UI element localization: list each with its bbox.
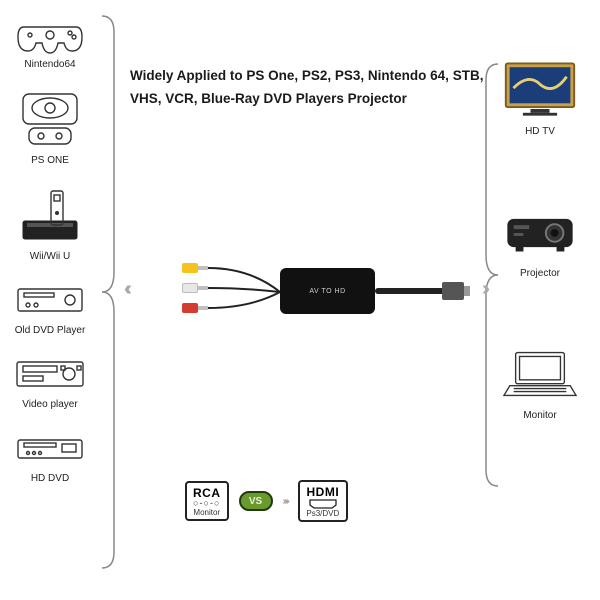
device-label: HD DVD	[10, 474, 90, 484]
controller-icon	[12, 10, 88, 58]
headline-text: Widely Applied to PS One, PS2, PS3, Nint…	[130, 65, 500, 111]
output-devices-column: HD TV Projector Monito	[500, 55, 590, 435]
device-video-player: Video player	[10, 350, 90, 410]
device-nintendo64: Nintendo64	[10, 10, 90, 70]
flow-chevron-left-icon: ›››	[130, 278, 132, 301]
device-hd-dvd: HD DVD	[10, 424, 90, 484]
hdmi-cable-icon	[375, 288, 445, 294]
device-label: PS ONE	[10, 156, 90, 166]
device-label: Old DVD Player	[10, 326, 90, 336]
console-icon	[12, 180, 88, 250]
hdmi-plug-icon	[442, 282, 464, 300]
hdmi-badge: HDMI Ps3/DVD	[298, 480, 348, 522]
rca-badge: RCA ○-○-○ Monitor	[185, 481, 229, 520]
source-devices-column: Nintendo64 PS ONE Wii/Wii U	[10, 10, 100, 498]
flow-chevron-right-icon: ›››	[482, 278, 484, 301]
player-icon	[12, 350, 88, 398]
badge-title: HDMI	[306, 485, 340, 499]
device-label: Video player	[10, 400, 90, 410]
device-old-dvd: Old DVD Player	[10, 276, 90, 336]
rca-cable-icon	[200, 260, 290, 322]
device-projector: Projector	[500, 197, 580, 279]
device-label: Nintendo64	[10, 60, 90, 70]
left-bracket	[100, 12, 118, 572]
device-label: Projector	[500, 269, 580, 279]
tv-icon	[502, 55, 578, 125]
device-wii: Wii/Wii U	[10, 180, 90, 262]
right-bracket	[482, 60, 500, 490]
arrow-icon: ››››	[283, 496, 288, 507]
device-hdtv: HD TV	[500, 55, 580, 137]
console-icon	[12, 84, 88, 154]
rca-ports-icon: ○-○-○	[193, 500, 221, 507]
device-label: Wii/Wii U	[10, 252, 90, 262]
badge-sub: Monitor	[193, 508, 221, 517]
device-label: Monitor	[500, 411, 580, 421]
converter-box: AV TO HD	[280, 268, 375, 314]
vs-pill: VS	[239, 491, 273, 511]
device-psone: PS ONE	[10, 84, 90, 166]
badge-sub: Ps3/DVD	[306, 509, 340, 518]
format-badges: RCA ○-○-○ Monitor VS ›››› HDMI Ps3/DVD	[185, 480, 348, 522]
laptop-icon	[502, 339, 578, 409]
player-icon	[12, 424, 88, 472]
device-monitor: Monitor	[500, 339, 580, 421]
projector-icon	[502, 197, 578, 267]
converter-label: AV TO HD	[309, 288, 345, 295]
converter-assembly: ››› AV TO HD ›››	[130, 250, 480, 340]
player-icon	[12, 276, 88, 324]
device-label: HD TV	[500, 127, 580, 137]
hdmi-port-icon	[306, 499, 340, 509]
